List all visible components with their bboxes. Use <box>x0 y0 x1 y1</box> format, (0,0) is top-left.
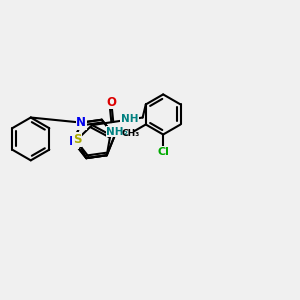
Text: O: O <box>106 95 116 109</box>
Text: NH: NH <box>121 115 138 124</box>
Text: NH₂: NH₂ <box>106 127 128 136</box>
Text: N: N <box>68 135 79 148</box>
Text: S: S <box>73 133 81 146</box>
Text: N: N <box>76 116 86 129</box>
Text: Cl: Cl <box>157 147 169 157</box>
Text: CH₃: CH₃ <box>122 129 140 138</box>
